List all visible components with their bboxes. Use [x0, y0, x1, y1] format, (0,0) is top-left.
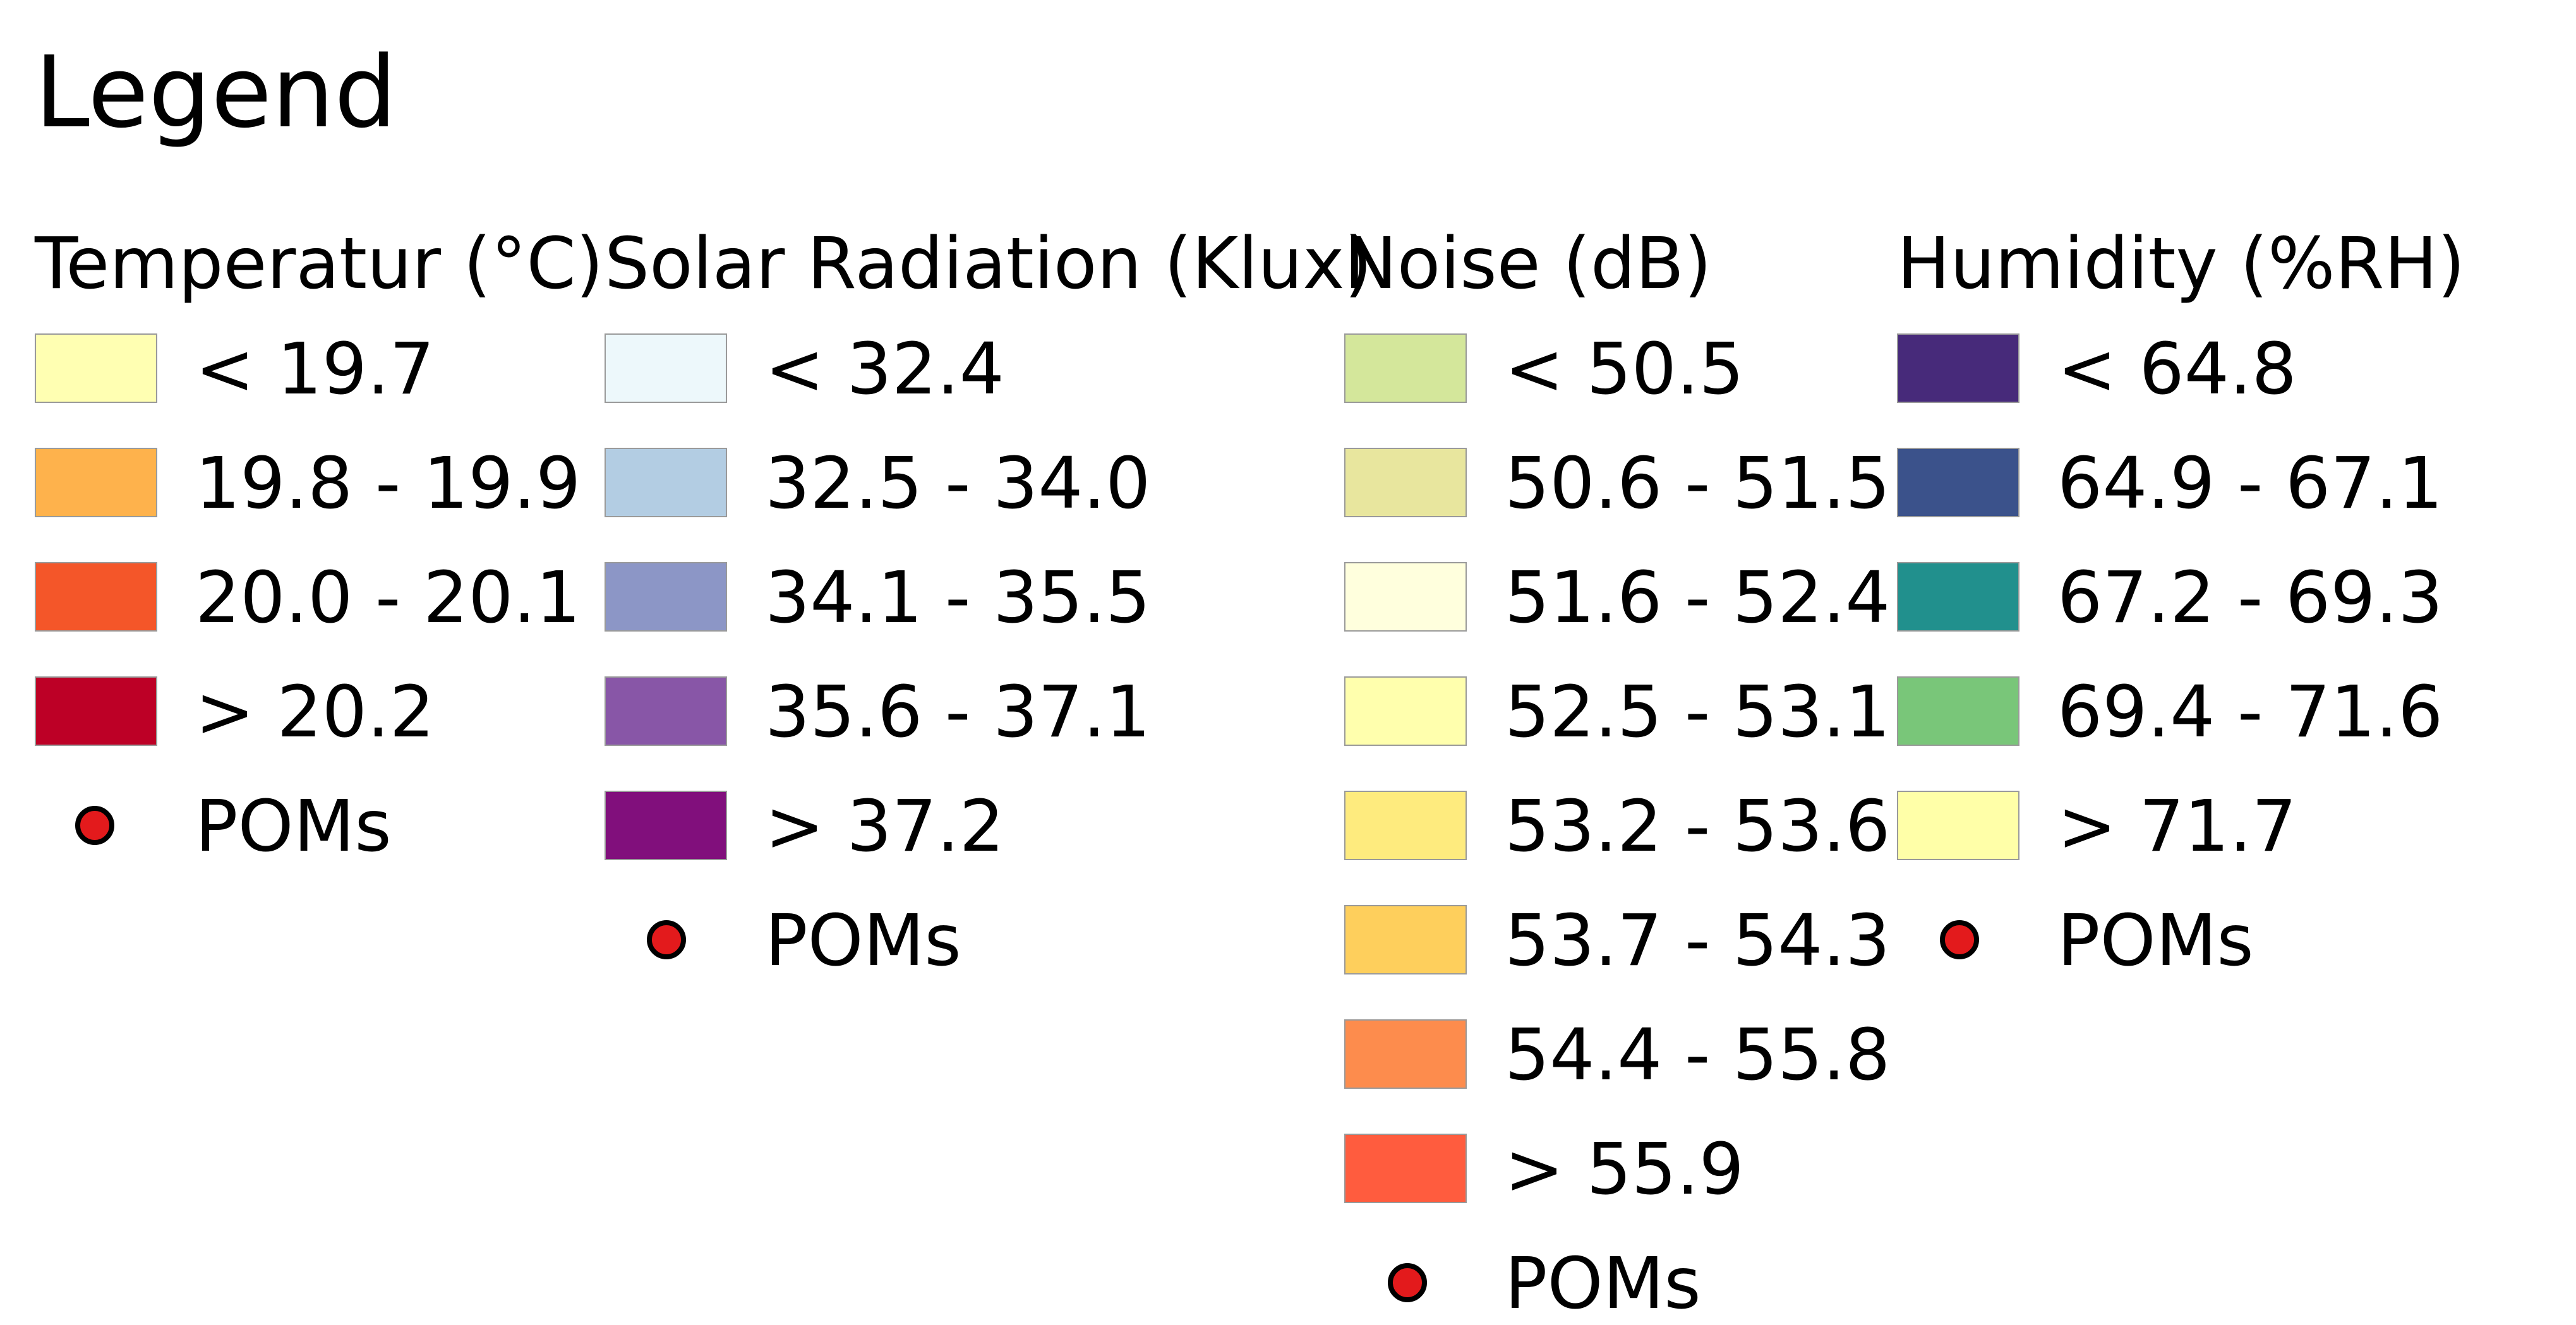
legend-swatch [1344, 333, 1467, 403]
legend-item-label: 69.4 - 71.6 [2057, 671, 2443, 753]
legend-item: 35.6 - 37.1 [605, 676, 1236, 750]
legend-item-label: > 55.9 [1505, 1129, 1744, 1211]
legend-poms-item: POMs [1344, 1248, 1976, 1321]
legend-swatch [605, 448, 727, 517]
legend-swatch [1344, 676, 1467, 746]
legend-swatch [605, 791, 727, 860]
legend-item: 32.5 - 34.0 [605, 448, 1236, 521]
legend-swatch [1344, 905, 1467, 974]
legend-item-label: 54.4 - 55.8 [1505, 1014, 1891, 1096]
legend-item: 50.6 - 51.5 [1344, 448, 1976, 521]
legend-item: 53.2 - 53.6 [1344, 791, 1976, 864]
legend-swatch [605, 562, 727, 632]
legend-item-label: 52.5 - 53.1 [1505, 671, 1891, 753]
legend-poms-label: POMs [765, 900, 961, 982]
legend-item-label: 19.8 - 19.9 [195, 443, 581, 525]
legend-item-label: < 64.8 [2057, 328, 2297, 411]
legend-swatch [1344, 1134, 1467, 1203]
legend-item-label: > 71.7 [2057, 786, 2297, 868]
legend-swatch [35, 333, 157, 403]
legend-item-label: 35.6 - 37.1 [765, 671, 1151, 753]
legend-item-label: > 37.2 [765, 786, 1004, 868]
legend-item-label: 51.6 - 52.4 [1505, 557, 1891, 639]
legend-poms-item: POMs [605, 905, 1236, 978]
poms-point-icon [647, 920, 686, 959]
legend-swatch [35, 676, 157, 746]
poms-point-icon [1388, 1263, 1427, 1302]
legend-swatch [1897, 333, 2019, 403]
legend-item: < 32.4 [605, 333, 1236, 407]
legend-swatch [1897, 562, 2019, 632]
legend-item-label: < 50.5 [1505, 328, 1744, 411]
legend-item: > 37.2 [605, 791, 1236, 864]
legend-swatch [605, 333, 727, 403]
legend-swatch [605, 676, 727, 746]
legend-item: 64.9 - 67.1 [1897, 448, 2529, 521]
legend-item: 34.1 - 35.5 [605, 562, 1236, 635]
legend-item: < 64.8 [1897, 333, 2529, 407]
legend-item: < 50.5 [1344, 333, 1976, 407]
legend-item-label: 67.2 - 69.3 [2057, 557, 2443, 639]
legend-item-label: < 19.7 [195, 328, 435, 411]
legend-swatch [1897, 791, 2019, 860]
legend-swatch [1897, 676, 2019, 746]
legend-item: < 19.7 [35, 333, 666, 407]
legend-item-label: 64.9 - 67.1 [2057, 443, 2443, 525]
legend-item: > 71.7 [1897, 791, 2529, 864]
legend-item-label: 32.5 - 34.0 [765, 443, 1151, 525]
poms-point-icon [75, 806, 114, 845]
legend-poms-item: POMs [35, 791, 666, 864]
legend-item: 51.6 - 52.4 [1344, 562, 1976, 635]
legend-item-label: 53.2 - 53.6 [1505, 786, 1891, 868]
legend-swatch [1344, 448, 1467, 517]
poms-point-icon [1940, 920, 1979, 959]
legend-swatch [1344, 791, 1467, 860]
legend-poms-label: POMs [1505, 1243, 1701, 1325]
legend-item-label: > 20.2 [195, 671, 435, 753]
legend-swatch [1897, 448, 2019, 517]
legend-column-title: Solar Radiation (Klux) [605, 223, 1373, 305]
legend-column-title: Humidity (%RH) [1897, 223, 2465, 305]
legend-item: 53.7 - 54.3 [1344, 905, 1976, 978]
legend-column-title: Temperatur (°C) [35, 223, 604, 305]
legend-swatch [1344, 562, 1467, 632]
legend-item: 54.4 - 55.8 [1344, 1019, 1976, 1093]
legend-item-label: < 32.4 [765, 328, 1004, 411]
legend-item: 19.8 - 19.9 [35, 448, 666, 521]
legend-item-label: 50.6 - 51.5 [1505, 443, 1891, 525]
legend-column-title: Noise (dB) [1344, 223, 1712, 305]
legend-poms-label: POMs [195, 786, 392, 868]
legend-swatch [35, 448, 157, 517]
legend-item: 69.4 - 71.6 [1897, 676, 2529, 750]
legend-swatch [35, 562, 157, 632]
legend-item: > 20.2 [35, 676, 666, 750]
legend-item: > 55.9 [1344, 1134, 1976, 1207]
legend-title: Legend [35, 35, 397, 150]
legend-item: 20.0 - 20.1 [35, 562, 666, 635]
legend-item: 52.5 - 53.1 [1344, 676, 1976, 750]
legend-item: 67.2 - 69.3 [1897, 562, 2529, 635]
legend-swatch [1344, 1019, 1467, 1089]
legend-item-label: 34.1 - 35.5 [765, 557, 1151, 639]
legend-item-label: 53.7 - 54.3 [1505, 900, 1891, 982]
legend-poms-label: POMs [2057, 900, 2254, 982]
legend-item-label: 20.0 - 20.1 [195, 557, 581, 639]
legend-poms-item: POMs [1897, 905, 2529, 978]
